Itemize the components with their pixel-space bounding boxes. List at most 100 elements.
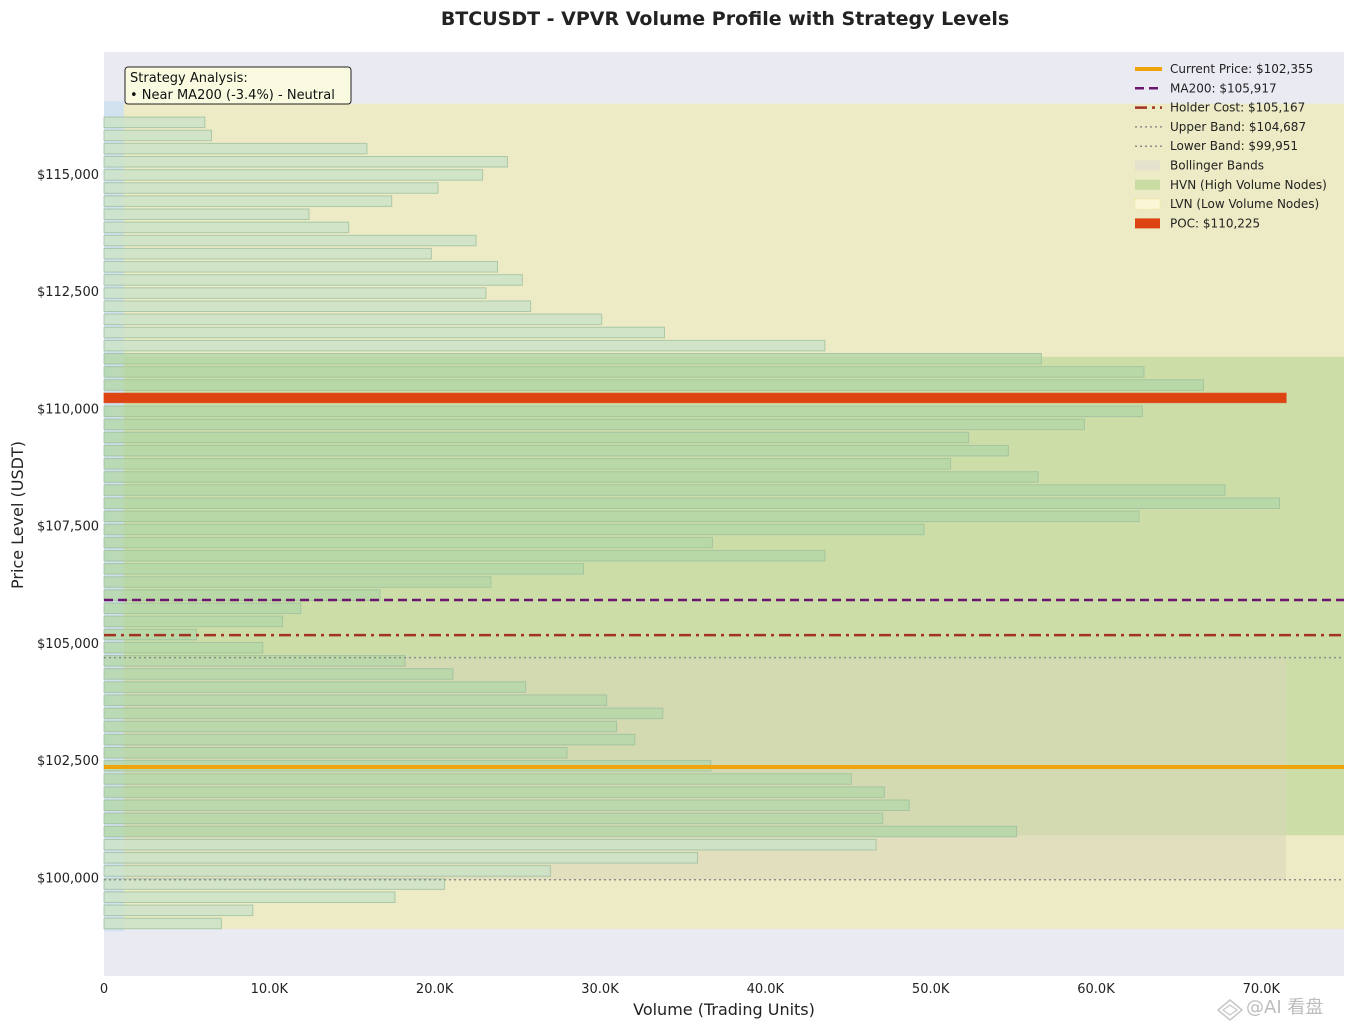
x-tick-label: 0	[100, 982, 108, 997]
x-tick-label: 20.0K	[416, 982, 454, 997]
legend-label: Bollinger Bands	[1170, 159, 1264, 173]
volume-bar	[103, 484, 1226, 496]
volume-bar	[103, 589, 381, 601]
chart-title: BTCUSDT - VPVR Volume Profile with Strat…	[441, 8, 1009, 30]
volume-bar	[103, 825, 1018, 838]
volume-bar	[103, 182, 439, 194]
volume-bar	[103, 510, 1140, 523]
x-axis-ticks: 0 10.0K 20.0K 30.0K 40.0K 50.0K 60.0K 70.0K	[100, 982, 1281, 997]
poc-bar	[103, 392, 1287, 404]
volume-bar	[103, 523, 925, 536]
volume-bar	[103, 431, 970, 444]
y-tick-label: $107,500	[37, 520, 99, 535]
volume-bar	[103, 615, 284, 628]
volume-bar	[103, 169, 484, 181]
volume-bar	[103, 904, 254, 917]
volume-bar	[103, 878, 446, 890]
volume-bar	[103, 300, 532, 312]
volume-bar	[103, 838, 877, 851]
volume-bar	[103, 681, 527, 693]
y-tick-label: $102,500	[37, 754, 99, 769]
x-tick-label: 60.0K	[1077, 982, 1115, 997]
legend-patch-swatch	[1135, 218, 1160, 229]
volume-bar	[103, 129, 212, 142]
volume-bar	[103, 720, 618, 733]
legend-label: Upper Band: $104,687	[1170, 120, 1306, 134]
annotation-line-1: Strategy Analysis:	[130, 71, 248, 86]
volume-bar	[103, 641, 264, 654]
legend-hatch-swatch	[1134, 198, 1161, 210]
annotation-box	[124, 66, 352, 105]
volume-bar	[103, 313, 603, 326]
volume-bar	[103, 339, 826, 352]
volume-bar	[103, 576, 492, 588]
y-tick-label: $100,000	[37, 872, 99, 887]
volume-bar	[103, 379, 1204, 391]
x-tick-label: 10.0K	[251, 982, 289, 997]
volume-bar	[103, 773, 852, 785]
volume-bar	[103, 563, 584, 575]
x-tick-label: 30.0K	[581, 982, 619, 997]
x-axis-label: Volume (Trading Units)	[633, 1000, 815, 1019]
watermark-text: @AI 看盘	[1246, 997, 1323, 1018]
y-tick-label: $112,500	[37, 285, 99, 300]
volume-bar	[103, 418, 1085, 431]
y-tick-label: $105,000	[37, 637, 99, 652]
volume-bar	[103, 786, 885, 798]
volume-bar	[103, 247, 432, 260]
legend-label: Lower Band: $99,951	[1170, 139, 1298, 153]
x-tick-label: 50.0K	[912, 982, 950, 997]
volume-bar	[103, 156, 508, 168]
volume-bar	[103, 668, 454, 680]
volume-bar	[103, 812, 884, 825]
watermark-logo-icon	[1216, 998, 1244, 1022]
volume-bar	[103, 116, 206, 129]
volume-bar	[103, 707, 664, 720]
volume-bar	[103, 536, 713, 549]
volume-bar	[103, 917, 222, 930]
legend-label: POC: $110,225	[1170, 216, 1260, 230]
legend-patch-swatch	[1135, 160, 1160, 171]
volume-bar	[103, 471, 1039, 483]
volume-bar	[103, 852, 699, 864]
volume-bar	[103, 366, 1145, 378]
y-tick-label: $115,000	[37, 168, 99, 183]
volume-bar	[103, 865, 551, 877]
legend-label: Holder Cost: $105,167	[1170, 101, 1305, 115]
volume-bar	[103, 234, 477, 247]
x-tick-label: 40.0K	[747, 982, 785, 997]
volume-bar	[103, 694, 608, 706]
y-tick-label: $110,000	[37, 402, 99, 417]
volume-bar	[103, 261, 498, 273]
level-lines	[104, 598, 1344, 881]
volume-bar	[103, 326, 665, 339]
legend-label: LVN (Low Volume Nodes)	[1170, 197, 1319, 211]
y-axis-label: Price Level (USDT)	[8, 441, 27, 589]
legend-label: MA200: $105,917	[1170, 81, 1277, 95]
volume-bar	[103, 352, 1042, 365]
y-axis-ticks: $100,000 $102,500 $105,000 $107,500 $110,000…	[37, 168, 99, 887]
legend-patch-swatch	[1135, 179, 1160, 190]
volume-bar	[103, 799, 910, 812]
volume-bar	[103, 195, 393, 207]
volume-bar	[103, 746, 568, 759]
volume-bar	[103, 458, 952, 470]
watermark: @AI 看盘	[1216, 997, 1323, 1022]
volume-bar	[103, 274, 523, 286]
volume-bar	[103, 221, 350, 234]
x-tick-label: 70.0K	[1243, 982, 1281, 997]
strategy-annotation: Strategy Analysis: • Near MA200 (-3.4%) …	[124, 66, 352, 105]
legend-label: HVN (High Volume Nodes)	[1170, 178, 1327, 192]
volume-bar	[103, 549, 826, 562]
volume-bar	[103, 142, 368, 155]
volume-bar	[103, 891, 396, 903]
annotation-line-2: • Near MA200 (-3.4%) - Neutral	[130, 88, 335, 103]
legend-label: Current Price: $102,355	[1170, 62, 1313, 76]
volume-bar	[103, 444, 1009, 457]
volume-bar	[103, 287, 487, 299]
volume-bar	[103, 405, 1143, 418]
volume-bar	[103, 497, 1281, 509]
volume-bar	[103, 733, 636, 746]
volume-bar	[103, 655, 406, 667]
